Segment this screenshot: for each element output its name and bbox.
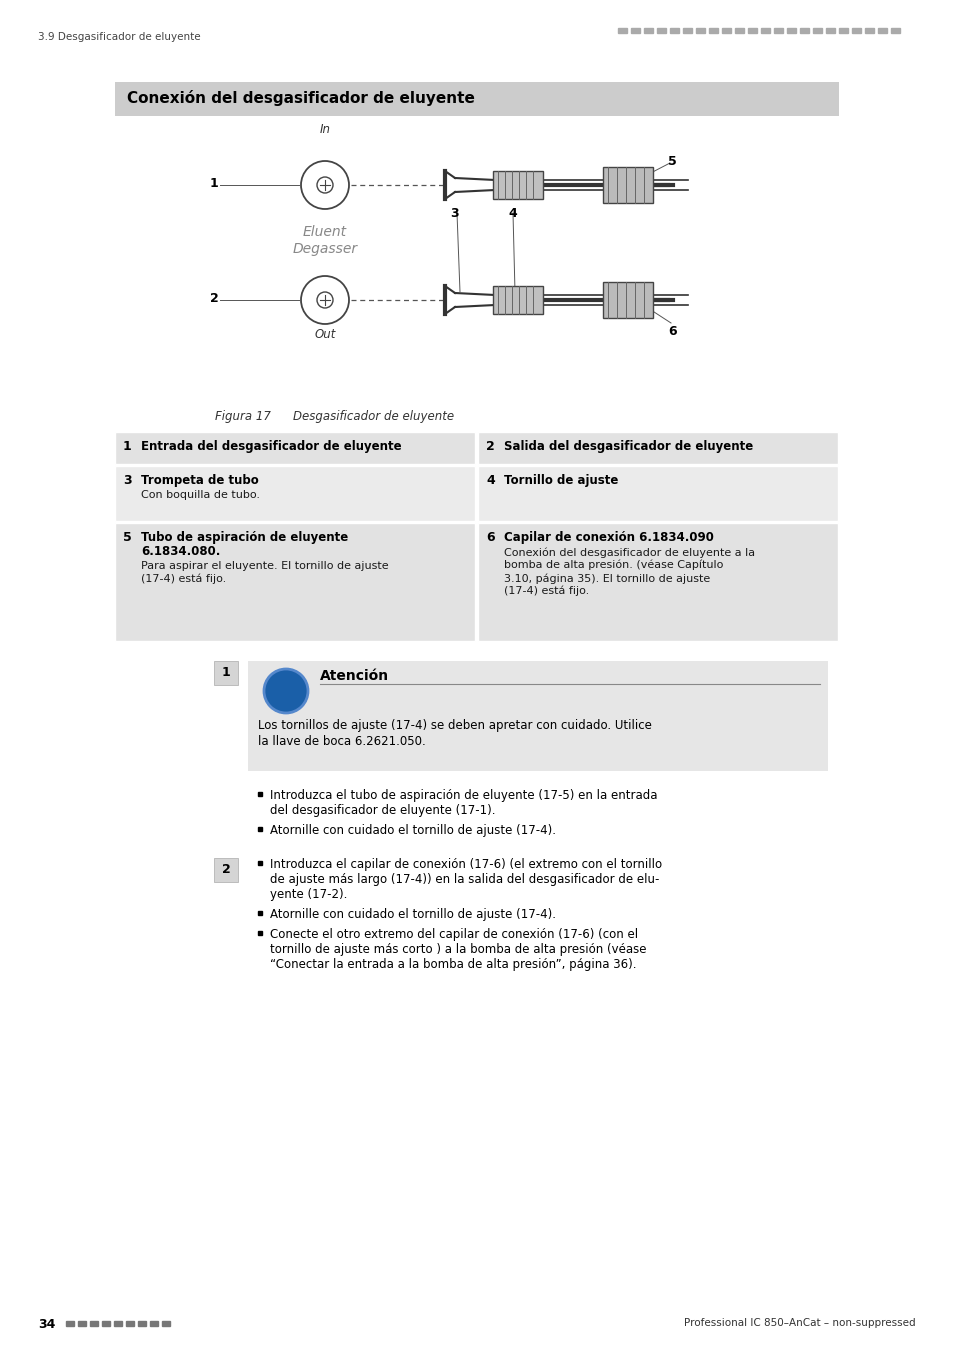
Bar (657, 28, 665, 32)
Bar (138, 1322, 146, 1326)
Text: 2: 2 (485, 440, 495, 454)
Text: Los tornillos de ajuste (17-4) se deben apretar con cuidado. Utilice: Los tornillos de ajuste (17-4) se deben … (257, 720, 651, 732)
FancyBboxPatch shape (602, 167, 652, 202)
Bar (708, 28, 718, 32)
Text: 6: 6 (485, 531, 494, 544)
Bar (150, 1322, 158, 1326)
Text: Con boquilla de tubo.: Con boquilla de tubo. (141, 490, 260, 500)
Text: Introduzca el tubo de aspiración de eluyente (17-5) en la entrada: Introduzca el tubo de aspiración de eluy… (270, 788, 657, 802)
Text: de ajuste más largo (17-4)) en la salida del desgasificador de elu-: de ajuste más largo (17-4)) en la salida… (270, 873, 659, 886)
Text: tornillo de ajuste más corto ) a la bomba de alta presión (véase: tornillo de ajuste más corto ) a la bomb… (270, 944, 646, 956)
Bar (126, 1322, 133, 1326)
Text: !: ! (280, 679, 292, 703)
Bar (78, 1322, 86, 1326)
FancyBboxPatch shape (115, 522, 475, 641)
Text: Out: Out (314, 328, 335, 342)
Bar (877, 28, 886, 32)
FancyBboxPatch shape (248, 662, 827, 771)
Bar (734, 28, 743, 32)
Bar (113, 1322, 122, 1326)
Bar (630, 28, 639, 32)
Text: “Conectar la entrada a la bomba de alta presión”, página 36).: “Conectar la entrada a la bomba de alta … (270, 958, 636, 971)
Text: Conecte el otro extremo del capilar de conexión (17-6) (con el: Conecte el otro extremo del capilar de c… (270, 927, 638, 941)
Bar (851, 28, 861, 32)
FancyBboxPatch shape (477, 432, 837, 464)
Text: (17-4) está fijo.: (17-4) está fijo. (503, 586, 589, 597)
FancyBboxPatch shape (213, 859, 237, 882)
Text: 1: 1 (210, 177, 218, 190)
Text: 3: 3 (450, 207, 458, 220)
Text: Conexión del desgasificador de eluyente a la: Conexión del desgasificador de eluyente … (503, 547, 755, 558)
Bar (66, 1322, 74, 1326)
Bar (800, 28, 808, 32)
Text: Figura 17: Figura 17 (214, 410, 271, 423)
Text: 5: 5 (667, 155, 676, 167)
Bar (162, 1322, 170, 1326)
FancyBboxPatch shape (477, 466, 837, 521)
Bar (825, 28, 834, 32)
Bar (786, 28, 795, 32)
FancyBboxPatch shape (493, 171, 542, 198)
Bar (696, 28, 704, 32)
Text: 1: 1 (123, 440, 132, 454)
Text: 3: 3 (123, 474, 132, 487)
Text: 2: 2 (210, 292, 218, 305)
Bar (618, 28, 626, 32)
Text: la llave de boca 6.2621.050.: la llave de boca 6.2621.050. (257, 734, 425, 748)
Text: Atornille con cuidado el tornillo de ajuste (17-4).: Atornille con cuidado el tornillo de aju… (270, 909, 556, 921)
Bar (643, 28, 652, 32)
Text: Tornillo de ajuste: Tornillo de ajuste (503, 474, 618, 487)
Bar (890, 28, 899, 32)
Text: 3.10, página 35). El tornillo de ajuste: 3.10, página 35). El tornillo de ajuste (503, 572, 709, 583)
Bar (102, 1322, 110, 1326)
Text: 6.1834.080.: 6.1834.080. (141, 545, 220, 558)
Text: Professional IC 850–AnCat – non-suppressed: Professional IC 850–AnCat – non-suppress… (683, 1318, 915, 1328)
Bar (760, 28, 769, 32)
Circle shape (264, 670, 308, 713)
Text: yente (17-2).: yente (17-2). (270, 888, 347, 900)
FancyBboxPatch shape (115, 466, 475, 521)
Text: Capilar de conexión 6.1834.090: Capilar de conexión 6.1834.090 (503, 531, 713, 544)
Text: Trompeta de tubo: Trompeta de tubo (141, 474, 258, 487)
FancyBboxPatch shape (115, 432, 475, 464)
Bar (747, 28, 757, 32)
Text: In: In (319, 123, 330, 136)
FancyBboxPatch shape (493, 286, 542, 315)
Text: Degasser: Degasser (293, 242, 357, 256)
FancyBboxPatch shape (602, 282, 652, 319)
Text: 3.9 Desgasificador de eluyente: 3.9 Desgasificador de eluyente (38, 32, 200, 42)
Text: Atención: Atención (319, 670, 389, 683)
Text: Desgasificador de eluyente: Desgasificador de eluyente (277, 410, 454, 423)
FancyBboxPatch shape (213, 662, 237, 684)
Text: Salida del desgasificador de eluyente: Salida del desgasificador de eluyente (503, 440, 753, 454)
Bar (773, 28, 782, 32)
Text: 1: 1 (221, 666, 230, 679)
Text: Atornille con cuidado el tornillo de ajuste (17-4).: Atornille con cuidado el tornillo de aju… (270, 824, 556, 837)
Bar (721, 28, 730, 32)
FancyBboxPatch shape (115, 82, 838, 116)
Text: Para aspirar el eluyente. El tornillo de ajuste: Para aspirar el eluyente. El tornillo de… (141, 562, 388, 571)
Text: 4: 4 (507, 207, 517, 220)
Bar (838, 28, 847, 32)
Text: 6: 6 (667, 325, 676, 338)
Bar (90, 1322, 98, 1326)
Text: Entrada del desgasificador de eluyente: Entrada del desgasificador de eluyente (141, 440, 401, 454)
Text: 34: 34 (38, 1318, 55, 1331)
Text: Eluent: Eluent (303, 225, 347, 239)
Text: 4: 4 (485, 474, 495, 487)
Text: 5: 5 (123, 531, 132, 544)
Text: del desgasificador de eluyente (17-1).: del desgasificador de eluyente (17-1). (270, 805, 495, 817)
Bar (812, 28, 821, 32)
Bar (682, 28, 691, 32)
Bar (669, 28, 679, 32)
Text: Conexión del desgasificador de eluyente: Conexión del desgasificador de eluyente (127, 90, 475, 107)
Text: Introduzca el capilar de conexión (17-6) (el extremo con el tornillo: Introduzca el capilar de conexión (17-6)… (270, 859, 661, 871)
Text: (17-4) está fijo.: (17-4) está fijo. (141, 574, 226, 585)
FancyBboxPatch shape (477, 522, 837, 641)
Bar (864, 28, 873, 32)
Text: 2: 2 (221, 863, 230, 876)
Text: Tubo de aspiración de eluyente: Tubo de aspiración de eluyente (141, 531, 348, 544)
Text: bomba de alta presión. (véase Capítulo: bomba de alta presión. (véase Capítulo (503, 560, 722, 571)
